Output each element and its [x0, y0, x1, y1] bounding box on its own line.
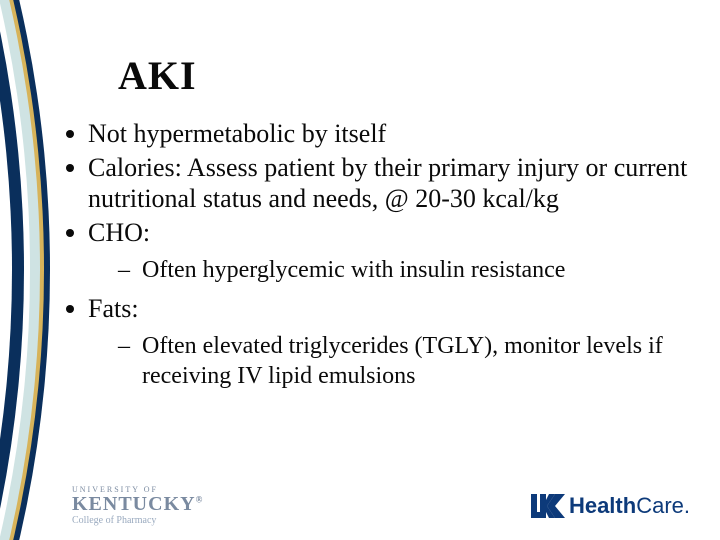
uk-healthcare-text: HealthCare. — [569, 493, 690, 519]
kentucky-college: College of Pharmacy — [72, 516, 203, 526]
kentucky-logo: UNIVERSITY OF KENTUCKY® College of Pharm… — [72, 486, 203, 526]
uk-mark-icon — [531, 492, 565, 520]
uk-healthcare-logo: HealthCare. — [531, 492, 690, 520]
sub-bullet-text: Often elevated triglycerides (TGLY), mon… — [142, 333, 663, 389]
kentucky-name: KENTUCKY® — [72, 494, 203, 514]
bullet-item: Fats: Often elevated triglycerides (TGLY… — [60, 293, 700, 391]
registered-mark-icon: ® — [196, 494, 204, 504]
slide-content: Not hypermetabolic by itself Calories: A… — [60, 118, 700, 399]
bullet-text: Not hypermetabolic by itself — [88, 119, 386, 148]
bullet-item: Not hypermetabolic by itself — [60, 118, 700, 150]
sub-bullet-item: Often elevated triglycerides (TGLY), mon… — [88, 331, 700, 391]
bullet-text: Calories: Assess patient by their primar… — [88, 153, 687, 214]
footer: UNIVERSITY OF KENTUCKY® College of Pharm… — [0, 468, 720, 540]
slide: AKI Not hypermetabolic by itself Calorie… — [0, 0, 720, 540]
sub-bullet-item: Often hyperglycemic with insulin resista… — [88, 255, 700, 285]
bullet-item: CHO: Often hyperglycemic with insulin re… — [60, 217, 700, 285]
bullet-text: CHO: — [88, 218, 150, 247]
bullet-text: Fats: — [88, 294, 139, 323]
sub-bullet-text: Often hyperglycemic with insulin resista… — [142, 257, 565, 283]
slide-title: AKI — [118, 52, 197, 99]
bullet-item: Calories: Assess patient by their primar… — [60, 152, 700, 215]
